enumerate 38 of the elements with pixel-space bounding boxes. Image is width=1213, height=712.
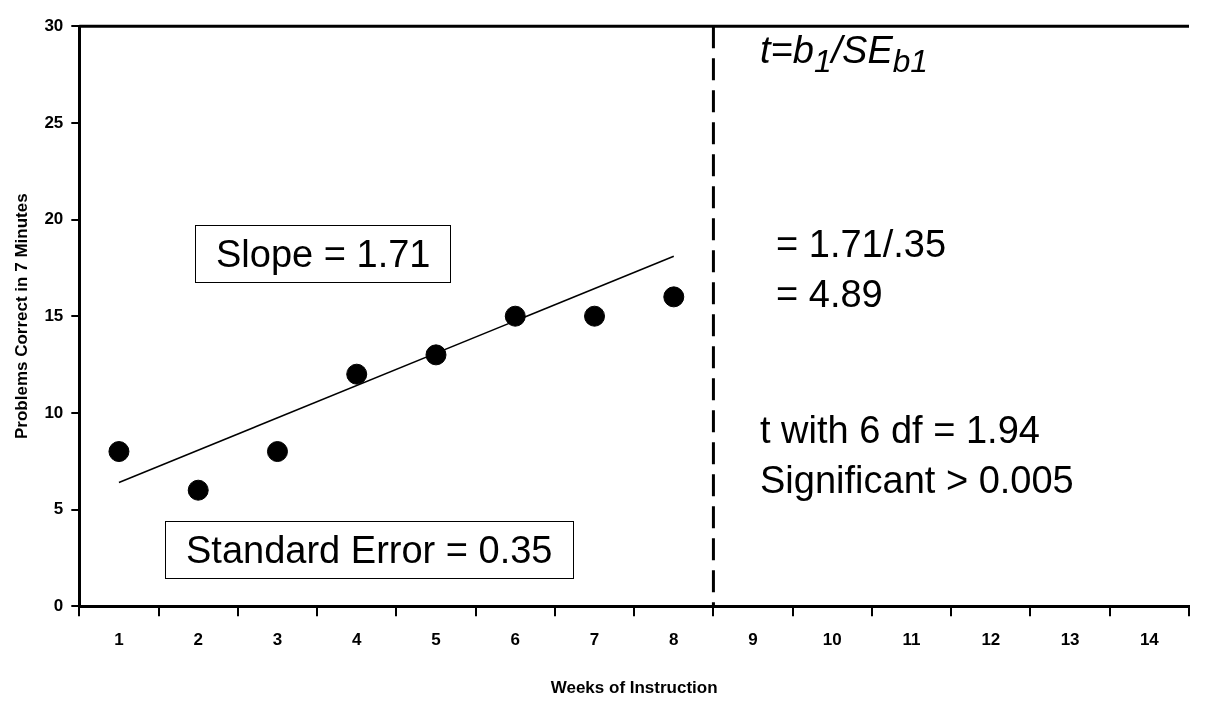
- y-axis-title: Problems Correct in 7 Minutes: [11, 193, 31, 440]
- y-tick-label: 30: [44, 15, 64, 35]
- y-tick-label: 15: [44, 305, 64, 325]
- y-tick-label: 25: [44, 112, 64, 132]
- x-tick-label: 3: [272, 630, 283, 650]
- x-tick-label: 14: [1139, 630, 1160, 650]
- x-tick-label: 11: [902, 630, 921, 650]
- y-tick-label: 0: [53, 595, 64, 615]
- y-tick-label: 20: [44, 209, 64, 229]
- annotation: t=b$_{1}$/SE$_{b1}$: [760, 28, 928, 81]
- x-tick-label: 12: [981, 630, 1001, 650]
- y-tick-label: 5: [53, 499, 64, 519]
- annotation: Standard Error = 0.35: [165, 521, 574, 579]
- point: [584, 305, 606, 327]
- point: [504, 305, 526, 327]
- annotation: Significant > 0.005: [760, 458, 1074, 503]
- annotation: = 1.71/.35: [776, 222, 947, 267]
- point: [266, 441, 288, 463]
- point: [425, 344, 447, 366]
- x-tick-label: 2: [193, 630, 203, 650]
- point: [663, 286, 685, 308]
- x-tick-label: 4: [352, 630, 362, 650]
- point: [346, 363, 368, 385]
- x-axis-title: Weeks of Instruction: [550, 678, 718, 698]
- x-tick-label: 6: [510, 630, 520, 650]
- x-tick-label: 9: [748, 630, 758, 650]
- annotation: = 4.89: [776, 272, 883, 317]
- x-tick-label: 10: [822, 630, 842, 650]
- x-tick-label: 8: [669, 630, 679, 650]
- x-tick-label: 13: [1060, 630, 1080, 650]
- point: [187, 479, 209, 501]
- x-tick-label: 7: [589, 630, 600, 650]
- annotation: Slope = 1.71: [195, 225, 452, 283]
- x-tick-label: 5: [431, 630, 441, 650]
- point: [108, 441, 130, 463]
- annotation: t with 6 df = 1.94: [760, 408, 1040, 453]
- x-tick-label: 1: [114, 630, 124, 650]
- y-tick-label: 10: [44, 402, 64, 422]
